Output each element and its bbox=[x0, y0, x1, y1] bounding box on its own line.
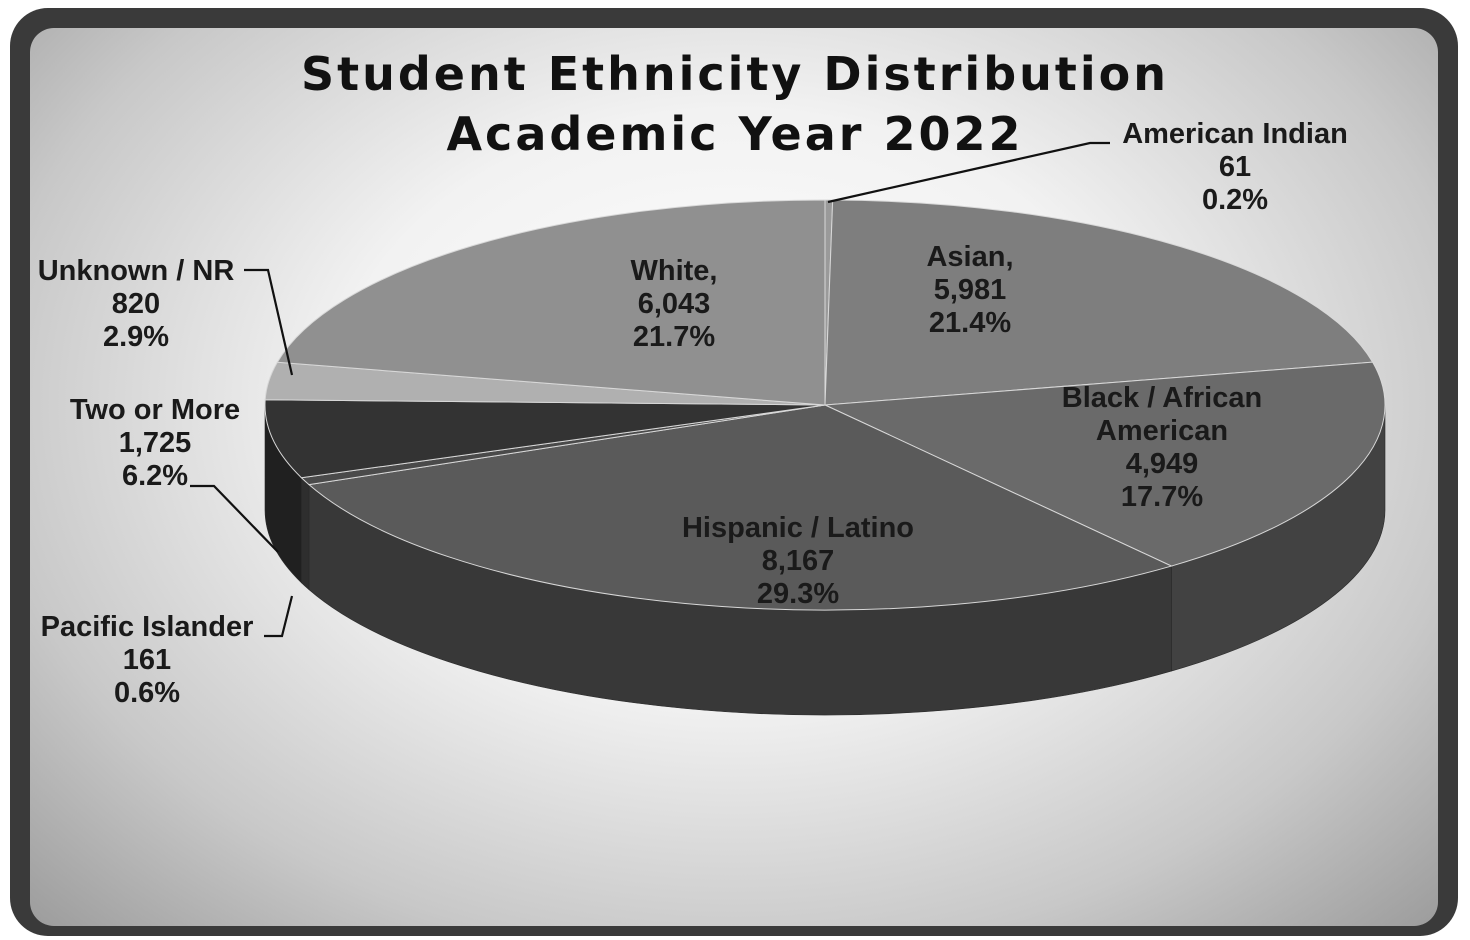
pie-slice-asian bbox=[824, 199, 1374, 406]
pie-slice-white bbox=[276, 199, 826, 406]
pie-slice-hispanic bbox=[307, 404, 1173, 611]
slice-label-two_more-percent: 6.2% bbox=[122, 460, 188, 492]
slice-label-white-name: White, bbox=[631, 255, 718, 287]
slice-label-pacific-value: 161 bbox=[123, 644, 171, 676]
slice-label-white-value: 6,043 bbox=[638, 288, 711, 320]
slice-label-american_indian-name: American Indian bbox=[1122, 118, 1348, 150]
slice-label-two_more-value: 1,725 bbox=[119, 427, 192, 459]
slice-label-black-percent: 17.7% bbox=[1121, 481, 1203, 513]
slice-label-pacific-name: Pacific Islander bbox=[41, 611, 254, 643]
slice-label-asian-percent: 21.4% bbox=[929, 307, 1011, 339]
slice-label-white-percent: 21.7% bbox=[633, 321, 715, 353]
slice-label-unknown-value: 820 bbox=[112, 288, 160, 320]
slice-label-two_more-name: Two or More bbox=[70, 394, 240, 426]
leader-line-unknown bbox=[244, 268, 294, 376]
leader-line-pacific bbox=[264, 595, 294, 638]
chart-subtitle: Academic Year 2022 bbox=[446, 107, 1023, 161]
slice-label-unknown-percent: 2.9% bbox=[103, 321, 169, 353]
leader-line-two_more bbox=[190, 484, 279, 553]
pie-slice-black bbox=[823, 361, 1386, 567]
leader-line-american_indian bbox=[827, 141, 1110, 204]
slice-label-asian-name: Asian, bbox=[926, 241, 1013, 273]
slice-label-hispanic-name: Hispanic / Latino bbox=[682, 512, 914, 544]
slice-label-asian-value: 5,981 bbox=[934, 274, 1007, 306]
slice-label-pacific-percent: 0.6% bbox=[114, 677, 180, 709]
pie-side-pacific bbox=[301, 477, 310, 591]
slice-label-american_indian-value: 61 bbox=[1219, 151, 1251, 183]
slice-label-hispanic-percent: 29.3% bbox=[757, 578, 839, 610]
slice-label-black-name: Black / African bbox=[1062, 382, 1262, 414]
slice-label-black-name: American bbox=[1096, 415, 1228, 447]
slice-label-american_indian-percent: 0.2% bbox=[1202, 184, 1268, 216]
slice-label-unknown-name: Unknown / NR bbox=[38, 255, 235, 287]
pie-slice-two_more bbox=[264, 399, 826, 479]
chart-title: Student Ethnicity Distribution bbox=[301, 47, 1169, 101]
slice-label-hispanic-value: 8,167 bbox=[762, 545, 835, 577]
slice-label-black-value: 4,949 bbox=[1126, 448, 1199, 480]
